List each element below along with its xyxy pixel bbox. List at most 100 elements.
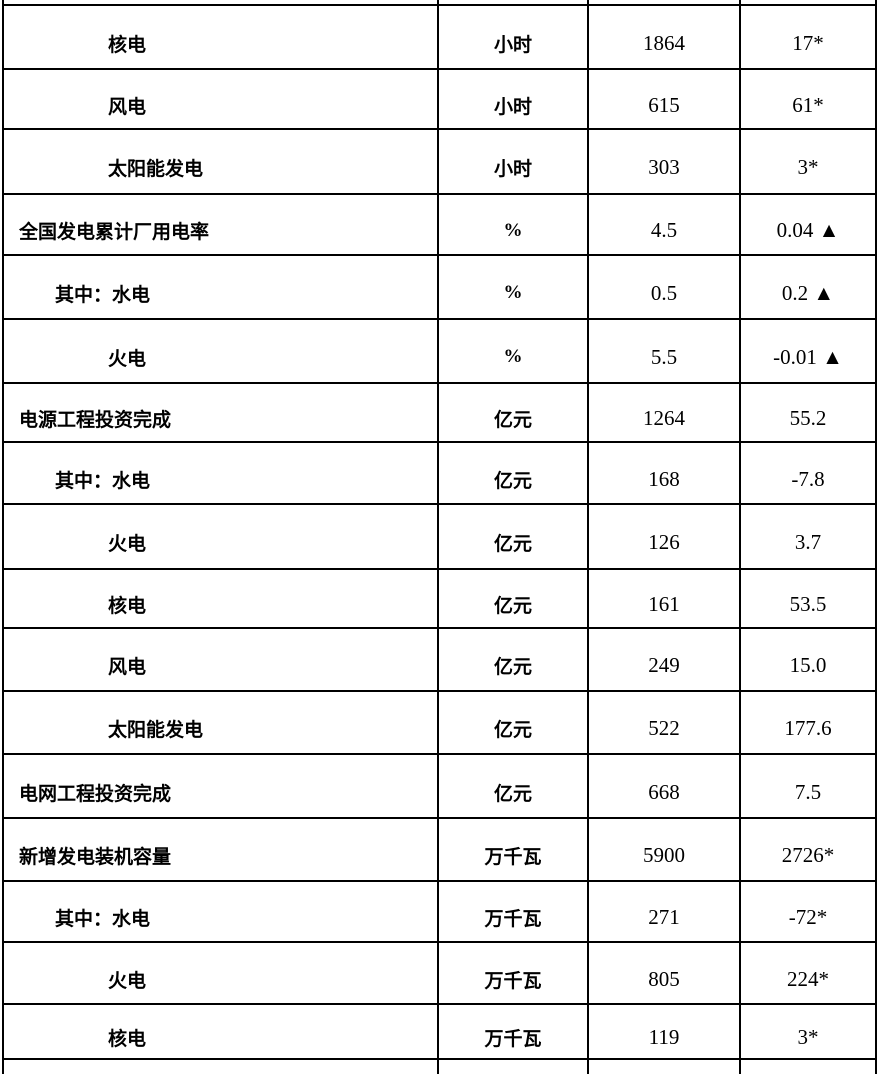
- indicator-label: 电源工程投资完成: [19, 410, 172, 431]
- change-text: 0.04 ▲: [776, 218, 840, 242]
- change-text: 15.0: [789, 653, 827, 677]
- value-cell: 126: [589, 505, 741, 568]
- indicator-cell: 风电: [4, 629, 439, 690]
- unit-cell: 亿元: [439, 384, 589, 441]
- unit-cell: %: [439, 195, 589, 254]
- indicator-label: 太阳能发电: [108, 720, 204, 741]
- indicator-label: 其中：水电: [55, 470, 151, 492]
- change-text: 61*: [792, 92, 824, 117]
- unit-cell: 亿元: [439, 505, 589, 568]
- change-cell: 0.04 ▲: [741, 195, 875, 254]
- unit-label: 万千瓦: [484, 847, 542, 868]
- change-text: 3*: [797, 155, 819, 179]
- partial-row-bottom: [4, 1060, 875, 1074]
- change-cell: 15.0: [741, 629, 875, 690]
- value-cell: 1264: [589, 384, 741, 441]
- value-text: 4.5: [650, 218, 678, 242]
- table-row: 太阳能发电 小时 303 3*: [4, 130, 875, 195]
- change-cell: 3*: [741, 1005, 875, 1058]
- value-cell: 0.5: [589, 256, 741, 318]
- unit-label: 万千瓦: [484, 1029, 542, 1050]
- table-body: 核电 小时 1864 17* 风电 小时 615 61* 太阳能发电 小时: [4, 6, 875, 1060]
- value-text: 249: [648, 653, 680, 677]
- indicator-label: 核电: [108, 596, 147, 617]
- indicator-label: 核电: [108, 34, 147, 56]
- table-row: 火电 万千瓦 805 224*: [4, 943, 875, 1005]
- indicator-label: 火电: [108, 348, 147, 370]
- table-row: 太阳能发电 亿元 522 177.6: [4, 692, 875, 755]
- unit-label: 亿元: [493, 657, 532, 678]
- unit-cell: 亿元: [439, 755, 589, 817]
- indicator-cell: 火电: [4, 943, 439, 1003]
- indicator-cell: 火电: [4, 505, 439, 568]
- partial-cell: [589, 1060, 741, 1074]
- table-row: 其中：水电 % 0.5 0.2 ▲: [4, 256, 875, 320]
- unit-label: 亿元: [493, 783, 532, 805]
- change-cell: 17*: [741, 6, 875, 68]
- value-cell: 5.5: [589, 320, 741, 382]
- change-cell: 61*: [741, 70, 875, 128]
- indicator-cell: 风电: [4, 70, 439, 128]
- indicator-label: 核电: [108, 1029, 147, 1050]
- value-cell: 615: [589, 70, 741, 128]
- indicator-cell: 太阳能发电: [4, 130, 439, 193]
- unit-label: 万千瓦: [484, 970, 542, 992]
- unit-label: 亿元: [493, 534, 532, 555]
- value-text: 0.5: [650, 280, 678, 305]
- change-cell: 55.2: [741, 384, 875, 441]
- unit-cell: 万千瓦: [439, 1005, 589, 1058]
- value-text: 119: [648, 1025, 680, 1049]
- change-cell: 53.5: [741, 570, 875, 627]
- unit-label: 亿元: [493, 720, 532, 741]
- indicator-label: 风电: [108, 96, 147, 118]
- value-cell: 1864: [589, 6, 741, 68]
- unit-label: %: [503, 282, 523, 303]
- unit-cell: %: [439, 256, 589, 318]
- change-cell: 0.2 ▲: [741, 256, 875, 318]
- partial-cell: [741, 1060, 875, 1074]
- value-cell: 805: [589, 943, 741, 1003]
- change-text: 0.2 ▲: [781, 280, 835, 305]
- change-cell: -0.01 ▲: [741, 320, 875, 382]
- unit-cell: 小时: [439, 6, 589, 68]
- change-text: -72*: [788, 905, 828, 929]
- table-row: 全国发电累计厂用电率 % 4.5 0.04 ▲: [4, 195, 875, 256]
- table-row: 核电 小时 1864 17*: [4, 6, 875, 70]
- indicator-cell: 核电: [4, 1005, 439, 1058]
- table-row: 风电 小时 615 61*: [4, 70, 875, 130]
- value-cell: 4.5: [589, 195, 741, 254]
- change-cell: 2726*: [741, 819, 875, 880]
- value-cell: 161: [589, 570, 741, 627]
- change-text: 55.2: [789, 406, 827, 430]
- change-text: 224*: [787, 966, 829, 991]
- table-row: 核电 亿元 161 53.5: [4, 570, 875, 629]
- value-text: 805: [648, 966, 680, 991]
- value-cell: 668: [589, 755, 741, 817]
- value-cell: 168: [589, 443, 741, 503]
- partial-cell: [4, 1060, 439, 1074]
- indicator-cell: 火电: [4, 320, 439, 382]
- table-row: 其中：水电 亿元 168 -7.8: [4, 443, 875, 505]
- change-cell: 224*: [741, 943, 875, 1003]
- indicator-label: 全国发电累计厂用电率: [19, 222, 210, 243]
- indicator-cell: 核电: [4, 570, 439, 627]
- unit-label: 小时: [493, 96, 532, 118]
- indicator-label: 其中：水电: [55, 909, 151, 930]
- unit-label: 小时: [493, 159, 532, 180]
- change-cell: 3*: [741, 130, 875, 193]
- change-cell: 3.7: [741, 505, 875, 568]
- indicator-label: 火电: [108, 534, 147, 555]
- table-row: 风电 亿元 249 15.0: [4, 629, 875, 692]
- change-text: 17*: [792, 30, 824, 55]
- unit-cell: 亿元: [439, 692, 589, 753]
- value-cell: 271: [589, 882, 741, 941]
- indicator-label: 风电: [108, 657, 147, 678]
- unit-label: %: [503, 346, 523, 367]
- table-row: 电源工程投资完成 亿元 1264 55.2: [4, 384, 875, 443]
- unit-cell: 亿元: [439, 629, 589, 690]
- change-cell: 177.6: [741, 692, 875, 753]
- unit-cell: 万千瓦: [439, 882, 589, 941]
- value-text: 5.5: [650, 344, 678, 369]
- change-text: 7.5: [794, 779, 822, 804]
